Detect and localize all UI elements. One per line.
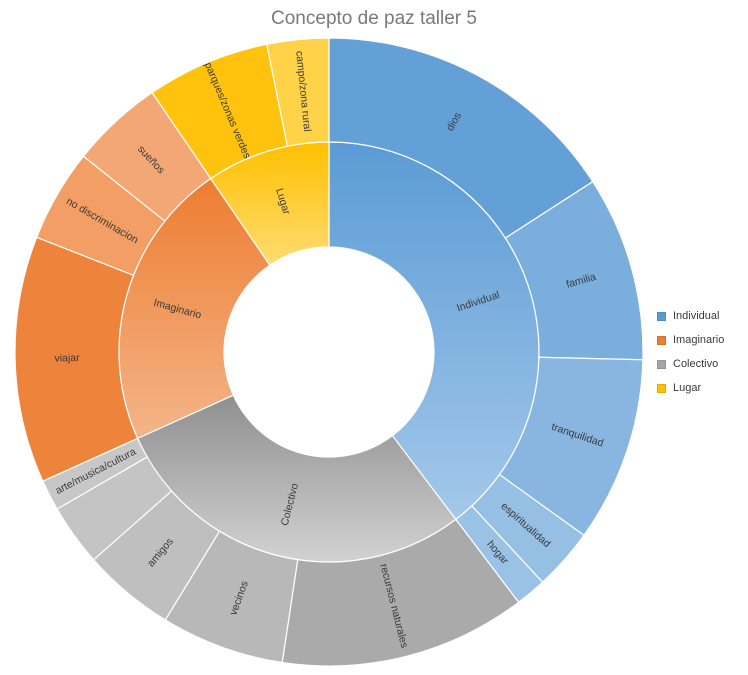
legend-item-lugar[interactable]: Lugar	[657, 376, 747, 400]
legend-item-colectivo[interactable]: Colectivo	[657, 352, 747, 376]
legend-swatch	[657, 312, 666, 321]
legend-label: Individual	[673, 310, 719, 322]
legend-swatch	[657, 384, 666, 393]
legend-label: Colectivo	[673, 358, 718, 370]
legend-item-individual[interactable]: Individual	[657, 304, 747, 328]
legend-label: Imaginario	[673, 334, 724, 346]
legend-swatch	[657, 360, 666, 369]
outer-label-viajar: viajar	[54, 352, 80, 365]
legend-swatch	[657, 336, 666, 345]
legend-label: Lugar	[673, 382, 701, 394]
legend: Individual Imaginario Colectivo Lugar	[657, 304, 747, 400]
sunburst-rings	[15, 38, 643, 666]
legend-item-imaginario[interactable]: Imaginario	[657, 328, 747, 352]
